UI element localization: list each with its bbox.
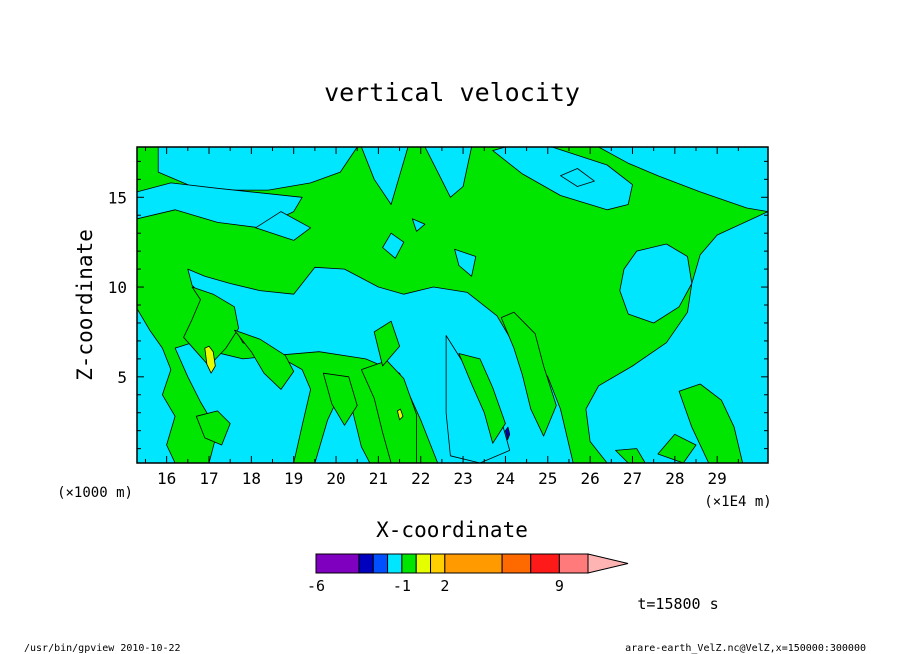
colorbar <box>315 553 629 574</box>
contour-region <box>585 211 768 463</box>
x-tick-label: 26 <box>581 469 600 488</box>
chart-title: vertical velocity <box>324 78 580 107</box>
colorbar-swatch <box>372 553 389 574</box>
contour-region <box>500 311 557 437</box>
x-axis-label: X-coordinate <box>376 518 528 542</box>
contour-region <box>137 308 176 463</box>
colorbar-swatch <box>558 553 589 574</box>
contour-region <box>492 147 633 211</box>
x-unit-left: (×1000 m) <box>57 485 133 501</box>
contour-region <box>615 448 646 463</box>
contour-region <box>504 426 511 441</box>
y-tick-label: 15 <box>108 188 127 207</box>
footer-left: /usr/bin/gpview 2010-10-22 <box>24 643 181 654</box>
colorbar-label: 9 <box>555 577 564 595</box>
x-tick-label: 22 <box>411 469 430 488</box>
time-label: t=15800 s <box>637 595 718 613</box>
x-tick-label: 29 <box>708 469 727 488</box>
colorbar-swatch <box>430 553 446 574</box>
x-axis-ticks: 16 17 18 19 20 21 22 23 24 25 26 27 28 29 <box>144 147 739 488</box>
colorbar-labels: -6 -1 2 9 <box>307 577 564 595</box>
colorbar-swatch <box>315 553 360 574</box>
contour-region <box>411 218 426 232</box>
colorbar-swatch <box>415 553 432 574</box>
colorbar-extend-triangle <box>587 553 629 574</box>
colorbar-swatch <box>387 553 403 574</box>
contour-region <box>204 345 216 374</box>
colorbar-swatch <box>358 553 374 574</box>
x-tick-label: 21 <box>369 469 388 488</box>
contour-region <box>255 211 312 241</box>
x-tick-label: 24 <box>496 469 515 488</box>
contour-region <box>424 147 473 198</box>
y-axis-label: Z-coordinate <box>73 229 97 381</box>
contour-region <box>454 248 477 277</box>
x-tick-label: 23 <box>453 469 472 488</box>
contour-region <box>195 410 231 446</box>
colorbar-swatch <box>401 553 417 574</box>
x-unit-right: (×1E4 m) <box>704 494 771 510</box>
contour-region <box>382 232 405 259</box>
colorbar-swatch <box>444 553 503 574</box>
footer-right: arare-earth_VelZ.nc@VelZ,x=150000:300000 <box>625 643 866 654</box>
contour-region <box>360 147 409 205</box>
y-tick-label: 10 <box>108 278 127 297</box>
contour-region <box>458 353 506 444</box>
contour-region <box>137 147 358 191</box>
x-tick-label: 18 <box>242 469 261 488</box>
contour-regions <box>137 147 768 463</box>
colorbar-label: 2 <box>440 577 449 595</box>
colorbar-swatch <box>530 553 560 574</box>
y-axis-ticks: 5 10 15 <box>108 160 768 450</box>
colorbar-label: -6 <box>307 577 325 595</box>
x-tick-label: 25 <box>538 469 557 488</box>
x-tick-label: 17 <box>199 469 218 488</box>
x-tick-label: 28 <box>665 469 684 488</box>
y-tick-label: 5 <box>117 368 127 387</box>
contour-region <box>322 372 358 426</box>
colorbar-swatch <box>501 553 532 574</box>
colorbar-label: -1 <box>393 577 411 595</box>
contour-region <box>396 408 404 421</box>
contour-region <box>373 320 401 367</box>
x-tick-label: 16 <box>157 469 176 488</box>
contour-region <box>657 433 697 463</box>
contour-region <box>137 182 303 229</box>
contour-region <box>598 147 768 213</box>
contour-region <box>560 168 595 187</box>
x-tick-label: 20 <box>326 469 345 488</box>
contour-region <box>678 383 743 463</box>
contour-region <box>233 329 295 390</box>
contour-region <box>360 360 417 463</box>
x-tick-label: 27 <box>623 469 642 488</box>
contour-region <box>619 243 693 324</box>
x-tick-label: 19 <box>284 469 303 488</box>
